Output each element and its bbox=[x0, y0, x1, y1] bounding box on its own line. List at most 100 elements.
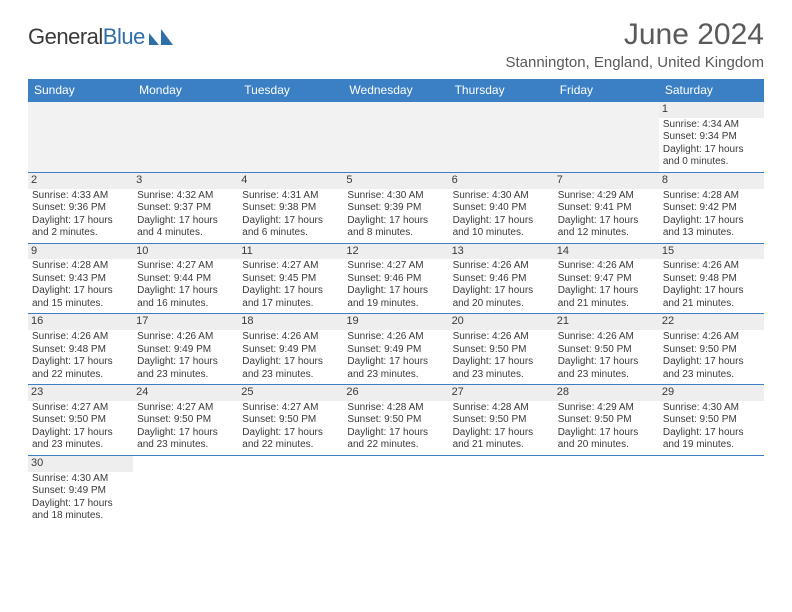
daylight-text: Daylight: 17 hours bbox=[32, 215, 129, 228]
daylight-text: Daylight: 17 hours bbox=[242, 427, 339, 440]
day-number: 27 bbox=[449, 385, 554, 401]
sunrise-text: Sunrise: 4:28 AM bbox=[663, 190, 760, 203]
day-number: 11 bbox=[238, 244, 343, 260]
sunrise-text: Sunrise: 4:30 AM bbox=[32, 473, 129, 486]
day-number: 14 bbox=[554, 244, 659, 260]
header: GeneralBlue June 2024 Stannington, Engla… bbox=[28, 18, 764, 71]
daylight-text: Daylight: 17 hours bbox=[242, 215, 339, 228]
sunrise-text: Sunrise: 4:27 AM bbox=[242, 260, 339, 273]
sunrise-text: Sunrise: 4:27 AM bbox=[242, 402, 339, 415]
day-cell: 10Sunrise: 4:27 AMSunset: 9:44 PMDayligh… bbox=[133, 244, 238, 314]
daylight-text: Daylight: 17 hours bbox=[558, 285, 655, 298]
daylight-text: Daylight: 17 hours bbox=[347, 285, 444, 298]
daylight-text: Daylight: 17 hours bbox=[453, 427, 550, 440]
daylight-text: and 21 minutes. bbox=[663, 298, 760, 311]
sunset-text: Sunset: 9:50 PM bbox=[453, 344, 550, 357]
daylight-text: Daylight: 17 hours bbox=[242, 356, 339, 369]
daylight-text: Daylight: 17 hours bbox=[137, 285, 234, 298]
day-number: 17 bbox=[133, 314, 238, 330]
daylight-text: and 22 minutes. bbox=[347, 439, 444, 452]
sunset-text: Sunset: 9:38 PM bbox=[242, 202, 339, 215]
daylight-text: and 16 minutes. bbox=[137, 298, 234, 311]
day-cell bbox=[238, 102, 343, 172]
sunset-text: Sunset: 9:42 PM bbox=[663, 202, 760, 215]
weekday-label: Monday bbox=[133, 79, 238, 102]
day-cell: 13Sunrise: 4:26 AMSunset: 9:46 PMDayligh… bbox=[449, 244, 554, 314]
sunset-text: Sunset: 9:50 PM bbox=[347, 414, 444, 427]
daylight-text: Daylight: 17 hours bbox=[453, 356, 550, 369]
week-row: 9Sunrise: 4:28 AMSunset: 9:43 PMDaylight… bbox=[28, 244, 764, 315]
sunrise-text: Sunrise: 4:27 AM bbox=[137, 260, 234, 273]
daylight-text: and 22 minutes. bbox=[242, 439, 339, 452]
week-row: 23Sunrise: 4:27 AMSunset: 9:50 PMDayligh… bbox=[28, 385, 764, 456]
calendar-page: GeneralBlue June 2024 Stannington, Engla… bbox=[0, 0, 792, 526]
daylight-text: Daylight: 17 hours bbox=[663, 427, 760, 440]
day-number: 20 bbox=[449, 314, 554, 330]
logo-text-general: General bbox=[28, 24, 103, 50]
title-block: June 2024 Stannington, England, United K… bbox=[505, 18, 764, 71]
day-number: 21 bbox=[554, 314, 659, 330]
sunset-text: Sunset: 9:34 PM bbox=[663, 131, 760, 144]
sunrise-text: Sunrise: 4:26 AM bbox=[347, 331, 444, 344]
daylight-text: and 23 minutes. bbox=[137, 369, 234, 382]
daylight-text: Daylight: 17 hours bbox=[347, 427, 444, 440]
sunrise-text: Sunrise: 4:26 AM bbox=[453, 331, 550, 344]
day-cell: 16Sunrise: 4:26 AMSunset: 9:48 PMDayligh… bbox=[28, 314, 133, 384]
daylight-text: and 20 minutes. bbox=[453, 298, 550, 311]
day-cell: 22Sunrise: 4:26 AMSunset: 9:50 PMDayligh… bbox=[659, 314, 764, 384]
weekday-label: Thursday bbox=[449, 79, 554, 102]
day-cell: 19Sunrise: 4:26 AMSunset: 9:49 PMDayligh… bbox=[343, 314, 448, 384]
day-cell: 5Sunrise: 4:30 AMSunset: 9:39 PMDaylight… bbox=[343, 173, 448, 243]
sunset-text: Sunset: 9:39 PM bbox=[347, 202, 444, 215]
day-number: 24 bbox=[133, 385, 238, 401]
sunset-text: Sunset: 9:50 PM bbox=[242, 414, 339, 427]
day-number: 1 bbox=[659, 102, 764, 118]
day-cell: 21Sunrise: 4:26 AMSunset: 9:50 PMDayligh… bbox=[554, 314, 659, 384]
day-cell: 29Sunrise: 4:30 AMSunset: 9:50 PMDayligh… bbox=[659, 385, 764, 455]
day-cell: 9Sunrise: 4:28 AMSunset: 9:43 PMDaylight… bbox=[28, 244, 133, 314]
sunrise-text: Sunrise: 4:26 AM bbox=[453, 260, 550, 273]
daylight-text: Daylight: 17 hours bbox=[32, 285, 129, 298]
day-number: 19 bbox=[343, 314, 448, 330]
daylight-text: Daylight: 17 hours bbox=[453, 285, 550, 298]
day-cell: 20Sunrise: 4:26 AMSunset: 9:50 PMDayligh… bbox=[449, 314, 554, 384]
sunset-text: Sunset: 9:44 PM bbox=[137, 273, 234, 286]
weekday-label: Tuesday bbox=[238, 79, 343, 102]
month-title: June 2024 bbox=[505, 18, 764, 52]
sunrise-text: Sunrise: 4:26 AM bbox=[558, 331, 655, 344]
daylight-text: Daylight: 17 hours bbox=[137, 427, 234, 440]
day-number: 28 bbox=[554, 385, 659, 401]
sunrise-text: Sunrise: 4:31 AM bbox=[242, 190, 339, 203]
day-number: 26 bbox=[343, 385, 448, 401]
location-subtitle: Stannington, England, United Kingdom bbox=[505, 54, 764, 71]
sunrise-text: Sunrise: 4:32 AM bbox=[137, 190, 234, 203]
sunrise-text: Sunrise: 4:30 AM bbox=[453, 190, 550, 203]
week-row: 16Sunrise: 4:26 AMSunset: 9:48 PMDayligh… bbox=[28, 314, 764, 385]
sunset-text: Sunset: 9:50 PM bbox=[453, 414, 550, 427]
sunset-text: Sunset: 9:41 PM bbox=[558, 202, 655, 215]
daylight-text: Daylight: 17 hours bbox=[242, 285, 339, 298]
sunset-text: Sunset: 9:50 PM bbox=[32, 414, 129, 427]
sunset-text: Sunset: 9:47 PM bbox=[558, 273, 655, 286]
sunset-text: Sunset: 9:49 PM bbox=[242, 344, 339, 357]
day-number: 25 bbox=[238, 385, 343, 401]
weekday-label: Wednesday bbox=[343, 79, 448, 102]
sunrise-text: Sunrise: 4:26 AM bbox=[137, 331, 234, 344]
day-cell: 26Sunrise: 4:28 AMSunset: 9:50 PMDayligh… bbox=[343, 385, 448, 455]
day-cell: 11Sunrise: 4:27 AMSunset: 9:45 PMDayligh… bbox=[238, 244, 343, 314]
sunrise-text: Sunrise: 4:29 AM bbox=[558, 402, 655, 415]
day-number: 6 bbox=[449, 173, 554, 189]
daylight-text: Daylight: 17 hours bbox=[663, 285, 760, 298]
sunset-text: Sunset: 9:43 PM bbox=[32, 273, 129, 286]
day-number: 3 bbox=[133, 173, 238, 189]
day-cell bbox=[343, 102, 448, 172]
day-number: 15 bbox=[659, 244, 764, 260]
sunset-text: Sunset: 9:46 PM bbox=[347, 273, 444, 286]
daylight-text: and 19 minutes. bbox=[347, 298, 444, 311]
day-number: 12 bbox=[343, 244, 448, 260]
sunset-text: Sunset: 9:45 PM bbox=[242, 273, 339, 286]
daylight-text: Daylight: 17 hours bbox=[663, 356, 760, 369]
week-row: 1Sunrise: 4:34 AMSunset: 9:34 PMDaylight… bbox=[28, 102, 764, 173]
daylight-text: and 13 minutes. bbox=[663, 227, 760, 240]
daylight-text: and 23 minutes. bbox=[558, 369, 655, 382]
